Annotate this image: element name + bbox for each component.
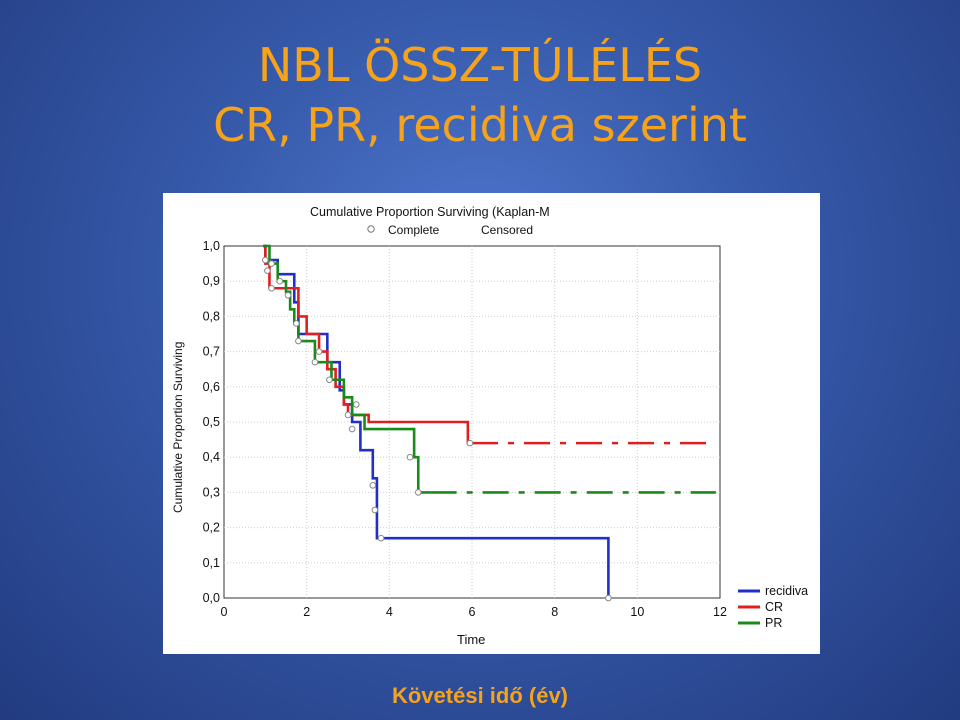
censored-point [293, 320, 300, 327]
kaplan-meier-chart: Cumulative Proportion Surviving (Kaplan-… [171, 205, 808, 647]
censored-point [284, 291, 292, 299]
censored-point [262, 256, 269, 264]
censored-point [605, 594, 612, 602]
censored-point [268, 284, 275, 292]
y-tick-label: 0,1 [203, 556, 220, 570]
legend-complete: Complete [388, 223, 440, 237]
series-legend: recidiva CR PR [738, 584, 808, 630]
censored-point [371, 506, 379, 514]
y-tick-label: 0,2 [203, 521, 220, 535]
y-tick-label: 1,0 [203, 239, 220, 253]
chart-panel: Cumulative Proportion Surviving (Kaplan-… [163, 193, 820, 654]
slide-footer: Követési idő (év) [391, 683, 569, 708]
complete-marker-icon [367, 225, 375, 233]
censored-point [315, 348, 323, 355]
y-axis-ticks: 0,0 0,1 0,2 0,3 0,4 0,5 0,6 0,7 0,8 0,9 1,0 [203, 239, 220, 605]
legend-label-pr: PR [765, 616, 782, 630]
x-tick-label: 2 [303, 605, 310, 619]
x-tick-label: 12 [713, 605, 727, 619]
legend-censored: Censored [481, 223, 533, 237]
y-tick-label: 0,9 [203, 274, 220, 288]
legend-label-recidiva: recidiva [765, 584, 808, 598]
y-tick-label: 0,3 [203, 485, 220, 499]
censored-point [348, 425, 356, 433]
series-line-pr [263, 244, 431, 494]
censored-point [414, 489, 422, 496]
censored-point [406, 453, 414, 461]
slide-title-line-1: NBL ÖSSZ-TÚLÉLÉS [257, 38, 703, 92]
censored-point [466, 439, 474, 447]
censored-point [369, 482, 377, 489]
x-tick-label: 8 [551, 605, 558, 619]
censored-point [377, 534, 385, 542]
censored-point [276, 277, 284, 285]
censored-point [352, 401, 360, 408]
y-tick-label: 0,5 [203, 415, 220, 429]
y-tick-label: 0,0 [203, 591, 220, 605]
slide-title-line-2: CR, PR, recidiva szerint [213, 98, 747, 152]
x-tick-label: 4 [386, 605, 393, 619]
y-tick-label: 0,7 [203, 345, 220, 359]
y-axis-label: Cumulative Proportion Surviving [171, 342, 185, 513]
x-axis-label: Time [457, 632, 485, 647]
y-tick-label: 0,8 [203, 309, 220, 323]
y-tick-label: 0,4 [203, 450, 220, 464]
x-tick-label: 0 [221, 605, 228, 619]
censored-point [344, 411, 352, 419]
censored-point [311, 358, 319, 366]
y-tick-label: 0,6 [203, 380, 220, 394]
censored-point [326, 376, 333, 384]
censored-point [268, 260, 275, 267]
censored-point [264, 267, 271, 274]
censored-point [295, 337, 302, 345]
x-tick-label: 6 [469, 605, 476, 619]
x-tick-label: 10 [630, 605, 644, 619]
legend-label-cr: CR [765, 600, 783, 614]
chart-title: Cumulative Proportion Surviving (Kaplan-… [310, 205, 550, 219]
censor-markers [262, 256, 612, 602]
x-axis-ticks: 0 2 4 6 8 10 12 [221, 605, 727, 619]
